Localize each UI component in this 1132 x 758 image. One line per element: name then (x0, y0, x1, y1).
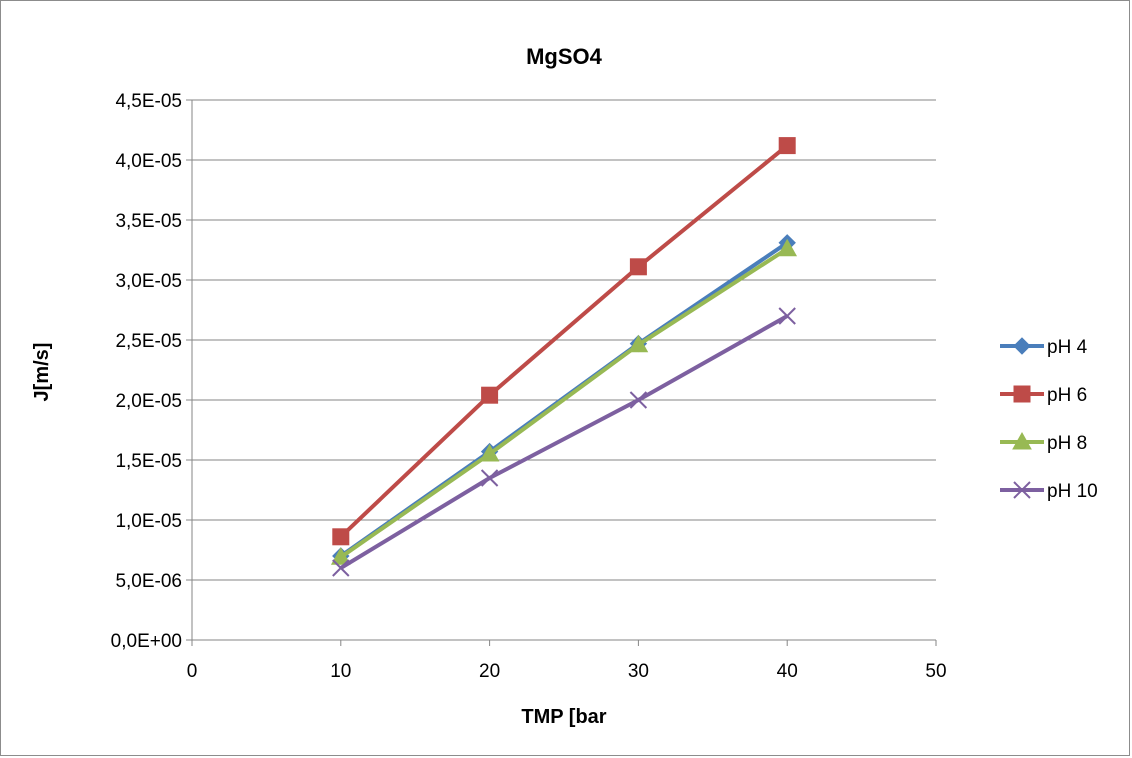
x-tick-label: 30 (628, 661, 649, 682)
legend-marker-0 (1013, 337, 1031, 355)
series-line-1 (339, 144, 789, 539)
series-line-2 (339, 247, 789, 559)
y-tick-label: 2,0E-05 (115, 391, 182, 412)
data-point-s2-1 (479, 443, 500, 462)
data-point-s1-2 (629, 258, 647, 276)
data-point-s3-0-stroke-b (332, 559, 350, 577)
legend-label: pH 8 (1047, 433, 1087, 454)
data-point-s2-0 (330, 547, 351, 565)
legend-marker-2 (1012, 431, 1032, 450)
data-point-s3-1 (480, 469, 499, 487)
x-tick-label: 10 (330, 661, 351, 682)
series-group (330, 137, 798, 577)
legend: pH 4 pH 6 pH 8 pH 10 (1000, 337, 1098, 502)
y-tick-label: 3,0E-05 (115, 271, 182, 292)
legend-label: pH 6 (1047, 385, 1087, 406)
data-point-s3-3-stroke-b (778, 307, 796, 325)
y-tick-label: 0,0E+00 (111, 631, 182, 652)
y-tick-labels: 0,0E+00 5,0E-06 1,0E-05 1,5E-05 2,0E-05 2,5E-… (111, 91, 182, 652)
data-point-s3-3 (778, 307, 796, 325)
x-tick-labels: 0 10 20 30 40 50 (187, 661, 947, 682)
data-point-s1-1 (481, 386, 499, 404)
y-tick-label: 4,0E-05 (115, 151, 182, 172)
legend-label: pH 4 (1047, 337, 1088, 358)
data-point-s3-0 (332, 559, 350, 577)
legend-label: pH 10 (1047, 481, 1098, 502)
y-tick-label: 5,0E-06 (115, 571, 182, 592)
x-tick-label: 40 (777, 661, 798, 682)
y-tick-label: 3,5E-05 (115, 211, 182, 232)
x-tick-label: 0 (187, 661, 198, 682)
y-tick-label: 1,5E-05 (115, 451, 182, 472)
data-point-s1-0 (332, 528, 350, 546)
legend-marker-1 (1013, 385, 1031, 403)
x-tick-label: 50 (925, 661, 946, 682)
data-point-s3-2 (629, 391, 648, 409)
y-tick-label: 4,5E-05 (115, 91, 182, 112)
x-axis-label: TMP [bar (521, 706, 606, 728)
series-line-3 (339, 314, 789, 570)
y-axis-label: J[m/s] (31, 343, 53, 402)
data-point-s2-3 (777, 238, 798, 257)
data-point-s1-3 (778, 137, 796, 155)
x-tick-label: 20 (479, 661, 500, 682)
legend-marker-3-stroke-b (1013, 481, 1031, 499)
chart-title: MgSO4 (526, 44, 603, 69)
gridlines (192, 99, 936, 581)
y-tick-label: 2,5E-05 (115, 331, 182, 352)
legend-marker-3 (1013, 481, 1031, 499)
axes (186, 99, 937, 646)
data-point-s3-2-stroke-b (629, 391, 648, 409)
y-tick-label: 1,0E-05 (115, 511, 182, 532)
data-point-s3-1-stroke-b (480, 469, 499, 487)
data-point-s2-2 (628, 334, 649, 353)
